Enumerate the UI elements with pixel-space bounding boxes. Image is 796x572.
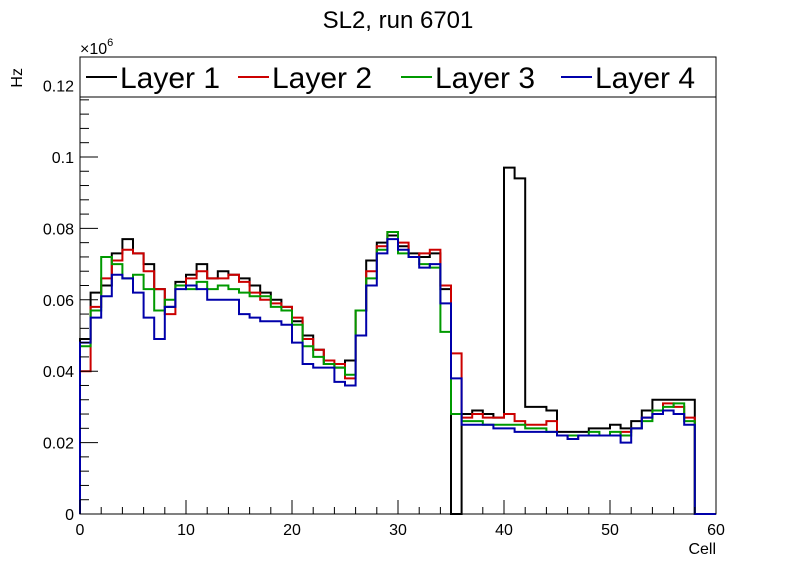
- axis-layer: 0 10 20 30 40 50 60 0 0.02 0.04 0.06 0.08 0.1 0.12: [43, 56, 725, 539]
- y-tick-label: 0.12: [43, 79, 74, 96]
- x-tick-label: 40: [495, 522, 513, 539]
- chart-title: SL2, run 6701: [323, 7, 474, 34]
- x-tick-label: 10: [177, 522, 195, 539]
- legend-label-layer-3: Layer 3: [435, 62, 535, 95]
- x-tick-label: 50: [601, 522, 619, 539]
- legend-label-layer-1: Layer 1: [120, 62, 220, 95]
- y-tick-label: 0: [65, 507, 74, 524]
- x-axis-label: Cell: [688, 541, 716, 558]
- y-tick-label: 0.02: [43, 436, 74, 453]
- series-line-layer-4: [79, 238, 716, 515]
- plot-area: 0 10 20 30 40 50 60 0 0.02 0.04 0.06 0.08 0.1 0.12: [43, 56, 725, 539]
- x-tick-label: 30: [389, 522, 407, 539]
- y-tick-label: 0.08: [43, 221, 74, 238]
- legend: Layer 1 Layer 2 Layer 3 Layer 4: [79, 56, 717, 98]
- y-axis-label: Hz: [9, 68, 26, 88]
- legend-box: [79, 56, 717, 98]
- legend-label-layer-2: Layer 2: [272, 62, 372, 95]
- y-exponent-label: ×106: [80, 37, 113, 58]
- x-tick-label: 0: [76, 522, 85, 539]
- y-tick-label: 0.04: [43, 364, 74, 381]
- y-tick-label: 0.1: [52, 150, 74, 167]
- y-tick-label: 0.06: [43, 293, 74, 310]
- x-tick-label: 20: [283, 522, 301, 539]
- legend-label-layer-4: Layer 4: [595, 62, 695, 95]
- series-layer: [79, 166, 716, 515]
- x-tick-label: 60: [707, 522, 725, 539]
